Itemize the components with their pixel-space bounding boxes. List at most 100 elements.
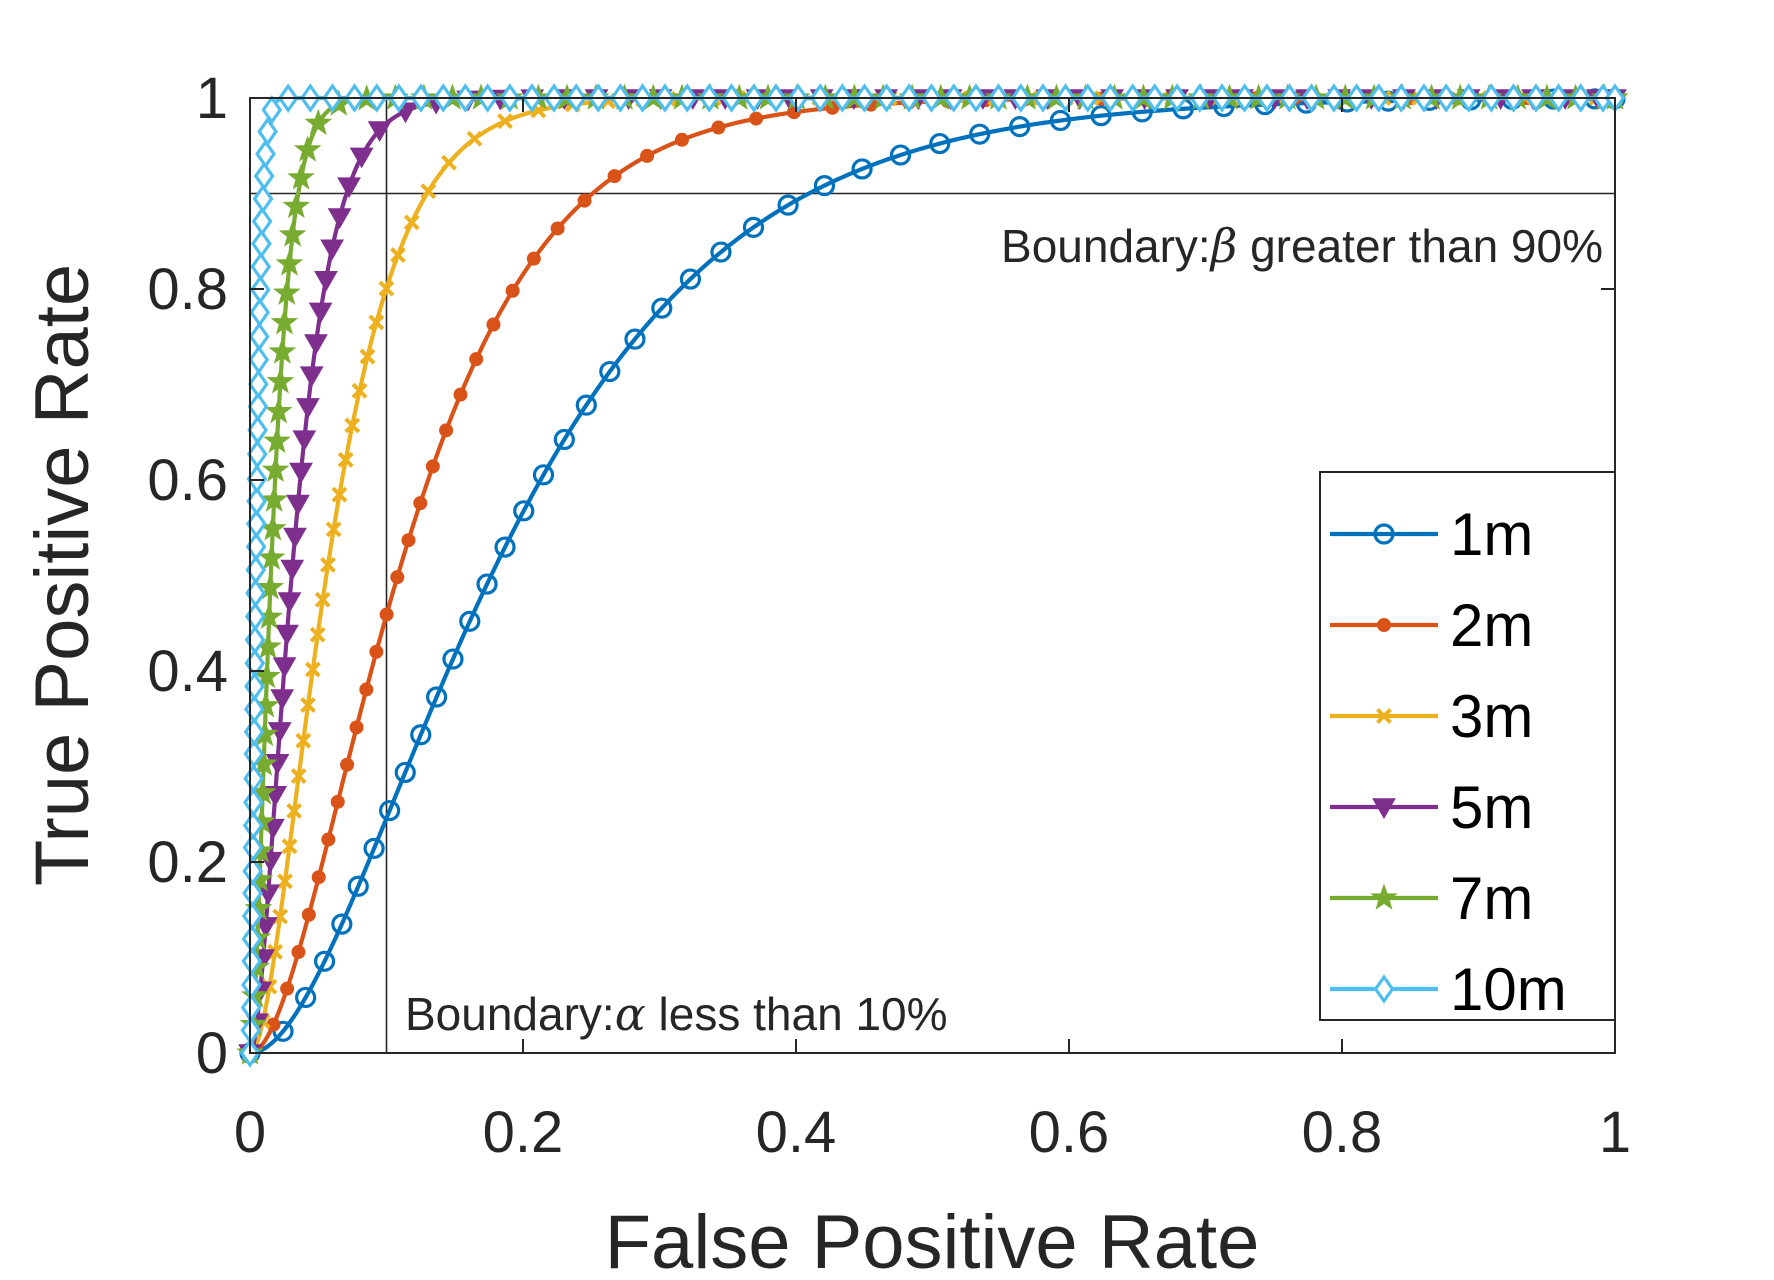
y-axis-title: True Positive Rate <box>20 264 105 886</box>
data-point-3m <box>359 348 376 365</box>
alpha-boundary-suffix: less than 10% <box>646 988 948 1040</box>
data-point-2m <box>369 644 384 659</box>
data-point-1m <box>624 328 646 350</box>
beta-boundary-suffix: greater than 90% <box>1237 220 1603 272</box>
data-point-2m <box>330 794 345 809</box>
data-point-2m <box>349 720 364 735</box>
data-point-1m <box>599 360 621 383</box>
data-point-3m <box>378 280 395 297</box>
data-point-2m <box>379 607 394 622</box>
data-point-1m <box>295 986 317 1009</box>
data-point-7m <box>273 278 301 305</box>
data-point-10m <box>261 95 283 125</box>
data-point-2m <box>439 423 454 438</box>
data-point-1m <box>777 194 799 216</box>
legend-label: 2m <box>1450 592 1533 659</box>
data-point-3m <box>309 626 326 643</box>
legend-label: 7m <box>1450 865 1533 932</box>
data-point-1m <box>889 144 912 166</box>
alpha-boundary-prefix: Boundary: <box>405 988 615 1040</box>
data-point-3m <box>281 838 298 855</box>
data-point-2m <box>607 169 622 184</box>
data-point-3m <box>441 154 457 171</box>
data-point-5m <box>349 147 374 169</box>
data-point-1m <box>1049 109 1072 132</box>
data-point-3m <box>351 382 368 399</box>
data-point-3m <box>403 214 420 231</box>
data-point-5m <box>304 334 328 356</box>
data-point-1m <box>742 216 765 238</box>
data-point-1m <box>710 241 732 263</box>
data-point-3m <box>272 908 289 925</box>
data-point-1m <box>1009 116 1031 138</box>
data-point-10m <box>257 116 278 147</box>
data-point-5m <box>270 689 295 711</box>
legend-marker-2m <box>1377 618 1391 632</box>
data-point-5m <box>314 270 338 292</box>
legend-item-5m: 5m <box>1330 774 1533 841</box>
data-point-2m <box>749 111 764 126</box>
data-point-1m <box>813 175 836 197</box>
data-point-2m <box>469 352 484 367</box>
data-point-1m <box>410 724 432 746</box>
data-point-2m <box>266 1017 281 1032</box>
data-point-5m <box>275 624 299 646</box>
data-point-1m <box>851 158 873 180</box>
y-tick-label: 1 <box>196 66 228 131</box>
data-point-10m <box>247 391 269 422</box>
data-point-7m <box>263 426 291 453</box>
data-point-5m <box>296 398 320 419</box>
data-point-1m <box>426 686 448 708</box>
data-point-10m <box>251 228 272 259</box>
data-point-7m <box>261 455 290 482</box>
x-tick-label: 0.4 <box>756 1100 837 1165</box>
data-point-3m <box>337 451 354 468</box>
y-tick-label: 0.4 <box>147 639 228 704</box>
data-point-1m <box>379 799 401 822</box>
data-point-2m <box>311 870 326 885</box>
x-tick-label: 0.2 <box>483 1100 564 1165</box>
data-point-2m <box>577 193 592 208</box>
data-point-10m <box>242 810 264 841</box>
data-point-2m <box>321 832 336 847</box>
data-point-1m <box>553 428 575 451</box>
data-point-5m <box>289 462 313 484</box>
data-point-1m <box>313 950 336 972</box>
data-point-2m <box>291 945 306 960</box>
data-point-7m <box>275 249 304 276</box>
data-point-3m <box>304 661 321 678</box>
data-point-2m <box>280 981 295 996</box>
data-point-5m <box>272 657 297 678</box>
beta-symbol: β <box>1209 219 1238 273</box>
data-point-3m <box>295 732 312 749</box>
data-point-3m <box>390 247 406 264</box>
data-point-3m <box>320 556 336 573</box>
data-point-2m <box>390 570 405 585</box>
data-point-10m <box>247 415 268 445</box>
data-point-10m <box>247 369 269 399</box>
data-point-2m <box>453 387 468 402</box>
data-point-2m <box>413 496 428 511</box>
data-point-3m <box>466 130 483 147</box>
beta-boundary-label: Boundary:β greater than 90% <box>1001 219 1603 273</box>
data-point-7m <box>266 367 295 394</box>
legend-marker-1m <box>1373 523 1395 545</box>
legend-label: 10m <box>1450 956 1567 1023</box>
legend-marker-7m <box>1370 883 1398 910</box>
data-point-10m <box>248 321 270 352</box>
data-point-1m <box>575 394 597 416</box>
boundary-lines <box>250 98 1615 1053</box>
data-point-1m <box>442 648 464 670</box>
data-point-2m <box>550 221 565 236</box>
data-point-3m <box>331 486 348 503</box>
data-point-3m <box>420 183 437 200</box>
data-point-7m <box>278 220 307 247</box>
data-point-10m <box>242 832 264 863</box>
data-point-10m <box>252 184 274 214</box>
data-point-3m <box>290 768 307 785</box>
x-tick-label: 0.8 <box>1302 1100 1383 1165</box>
data-point-7m <box>287 163 315 190</box>
y-tick-label: 0.6 <box>147 448 228 513</box>
data-point-1m <box>347 875 369 897</box>
